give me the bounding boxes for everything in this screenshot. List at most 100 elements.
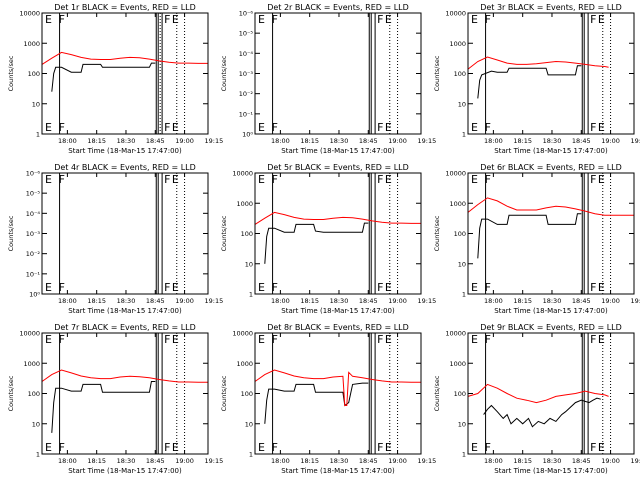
x-tick-label: 19:00 [601, 297, 620, 305]
x-tick-label: 19:15 [204, 457, 223, 465]
x-tick-label: 18:15 [300, 297, 319, 305]
x-tick-label: 18:45 [572, 457, 591, 465]
marker-label-top: F [164, 333, 170, 346]
marker-label-bottom: E [45, 441, 52, 454]
y-tick-label: 1 [36, 451, 40, 459]
marker-label-top: E [471, 173, 478, 186]
marker-label-top: F [59, 173, 65, 186]
y-tick-label: 10 [245, 260, 253, 268]
marker-label-top: E [258, 13, 265, 26]
y-tick-label: 10 [32, 100, 40, 108]
x-tick-label: 18:30 [543, 457, 562, 465]
x-tick-label: 18:00 [484, 457, 503, 465]
panel-title: Det 8r BLACK = Events, RED = LLD [267, 323, 409, 332]
y-tick-label: 10⁻⁶ [26, 170, 41, 178]
x-tick-label: 19:00 [175, 457, 194, 465]
marker-label-bottom: F [59, 281, 65, 294]
y-tick-label: 10⁻² [26, 250, 41, 258]
panel-title: Det 6r BLACK = Events, RED = LLD [480, 163, 622, 172]
marker-label-bottom: F [272, 281, 278, 294]
x-tick-label: 19:15 [630, 457, 640, 465]
x-tick-label: 18:45 [359, 297, 378, 305]
panel-title: Det 1r BLACK = Events, RED = LLD [54, 3, 196, 12]
x-tick-label: 19:00 [388, 457, 407, 465]
series-line-events [51, 62, 156, 92]
marker-label-top: E [45, 173, 52, 186]
marker-label-bottom: F [164, 441, 170, 454]
y-tick-label: 10⁰ [29, 291, 40, 299]
y-tick-label: 10⁻⁶ [239, 10, 254, 18]
marker-label-bottom: E [385, 441, 392, 454]
marker-label-top: F [377, 173, 383, 186]
y-axis-label: Counts/sec [7, 375, 15, 411]
y-tick-label: 1000 [449, 360, 466, 368]
marker-label-bottom: F [377, 441, 383, 454]
x-tick-label: 18:45 [572, 297, 591, 305]
x-tick-label: 19:15 [204, 297, 223, 305]
marker-label-bottom: E [598, 441, 605, 454]
y-tick-label: 1 [249, 451, 253, 459]
x-tick-label: 18:15 [300, 137, 319, 145]
marker-label-top: F [485, 333, 491, 346]
y-axis-label: Counts/sec [220, 375, 228, 411]
x-axis-label: Start Time (18-Mar-15 17:47:00) [68, 467, 182, 475]
x-tick-label: 18:30 [330, 297, 349, 305]
series-line-lld [41, 51, 208, 65]
marker-label-top: F [59, 13, 65, 26]
y-tick-label: 1 [462, 131, 466, 139]
x-axis-label: Start Time (18-Mar-15 17:47:00) [68, 307, 182, 315]
detector-panel-2: Det 2r BLACK = Events, RED = LLD Counts/s… [220, 3, 436, 155]
x-tick-label: 18:15 [87, 137, 106, 145]
marker-label-top: E [471, 333, 478, 346]
y-axis-label: Counts/sec [433, 55, 441, 91]
marker-label-top: F [272, 13, 278, 26]
x-tick-label: 19:00 [601, 457, 620, 465]
x-tick-label: 18:30 [330, 457, 349, 465]
x-tick-label: 19:15 [630, 137, 640, 145]
marker-label-top: E [385, 173, 392, 186]
x-tick-label: 18:45 [359, 457, 378, 465]
x-tick-label: 18:45 [146, 137, 165, 145]
x-tick-label: 19:00 [175, 297, 194, 305]
y-tick-label: 100 [28, 70, 40, 78]
marker-label-top: F [164, 13, 170, 26]
series-line-lld [467, 197, 634, 216]
y-tick-label: 10000 [445, 330, 466, 338]
y-tick-label: 10⁻⁴ [239, 50, 254, 58]
plot-frame [467, 172, 635, 295]
x-tick-label: 18:30 [117, 137, 136, 145]
marker-label-top: F [59, 333, 65, 346]
y-axis-label: Counts/sec [433, 215, 441, 251]
marker-label-bottom: E [385, 121, 392, 134]
y-tick-label: 1 [462, 291, 466, 299]
x-tick-label: 18:00 [58, 457, 77, 465]
marker-label-top: F [272, 333, 278, 346]
marker-label-top: F [272, 173, 278, 186]
marker-label-bottom: E [258, 281, 265, 294]
marker-label-bottom: F [272, 441, 278, 454]
series-line-lld [467, 56, 609, 70]
marker-label-top: F [377, 13, 383, 26]
series-line-events [264, 222, 369, 264]
x-tick-label: 19:15 [204, 137, 223, 145]
series-line-lld [467, 383, 609, 404]
y-tick-label: 10⁻³ [26, 230, 41, 238]
marker-label-bottom: F [59, 441, 65, 454]
marker-label-bottom: E [258, 121, 265, 134]
x-tick-label: 18:15 [513, 137, 532, 145]
x-axis-label: Start Time (18-Mar-15 17:47:00) [68, 147, 182, 155]
series-line-lld [41, 369, 208, 383]
marker-label-top: F [590, 13, 596, 26]
marker-label-top: E [385, 333, 392, 346]
marker-label-bottom: F [590, 441, 596, 454]
plot-frame [41, 12, 209, 135]
y-tick-label: 1000 [449, 40, 466, 48]
marker-label-top: F [590, 173, 596, 186]
panel-title: Det 2r BLACK = Events, RED = LLD [267, 3, 409, 12]
panel-title: Det 3r BLACK = Events, RED = LLD [480, 3, 622, 12]
x-tick-label: 18:00 [484, 297, 503, 305]
x-tick-label: 18:15 [300, 457, 319, 465]
marker-label-bottom: E [45, 281, 52, 294]
y-tick-label: 10000 [19, 10, 40, 18]
detector-panel-7: Det 7r BLACK = Events, RED = LLD Counts/s… [7, 323, 223, 475]
